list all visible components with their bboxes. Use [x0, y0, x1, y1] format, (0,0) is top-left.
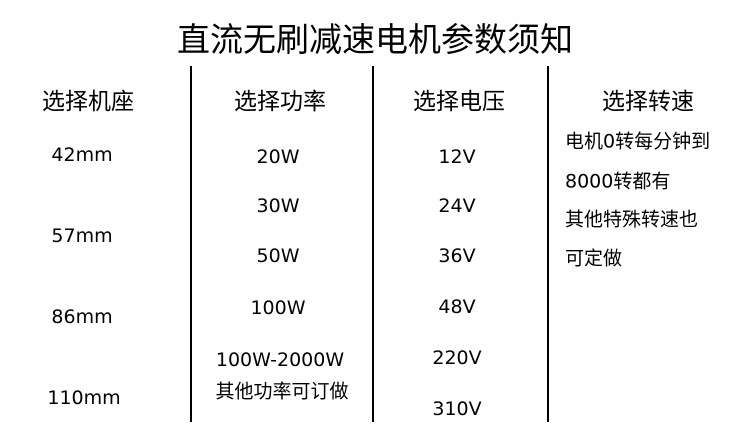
voltage-value: 48V: [438, 296, 476, 318]
header-frame-size: 选择机座: [42, 89, 134, 115]
frame-size-value: 42mm: [51, 144, 113, 166]
voltage-value: 36V: [438, 245, 476, 267]
power-value: 20W: [256, 146, 300, 168]
column-divider: [372, 66, 374, 422]
header-speed: 选择转速: [602, 89, 694, 115]
voltage-value: 220V: [432, 347, 482, 369]
power-value: 100W-2000W: [215, 349, 345, 371]
frame-size-value: 57mm: [51, 225, 113, 247]
column-divider: [190, 66, 192, 422]
voltage-value: 310V: [432, 398, 482, 420]
power-value: 50W: [256, 245, 300, 267]
speed-note-line: 电机0转每分钟到: [565, 130, 711, 153]
frame-size-value: 110mm: [47, 387, 121, 409]
power-value: 其他功率可订做: [215, 380, 349, 403]
frame-size-value: 86mm: [51, 306, 113, 328]
header-power: 选择功率: [234, 89, 326, 115]
speed-note-line: 其他特殊转速也: [565, 208, 699, 231]
voltage-value: 24V: [438, 195, 476, 217]
power-value: 100W: [250, 297, 306, 319]
page-title: 直流无刷减速电机参数须知: [177, 20, 573, 59]
header-voltage: 选择电压: [413, 89, 505, 115]
voltage-value: 12V: [438, 146, 476, 168]
speed-note-line: 可定做: [565, 247, 623, 270]
speed-note-line: 8000转都有: [565, 170, 671, 193]
column-divider: [547, 66, 549, 422]
power-value: 30W: [256, 195, 300, 217]
